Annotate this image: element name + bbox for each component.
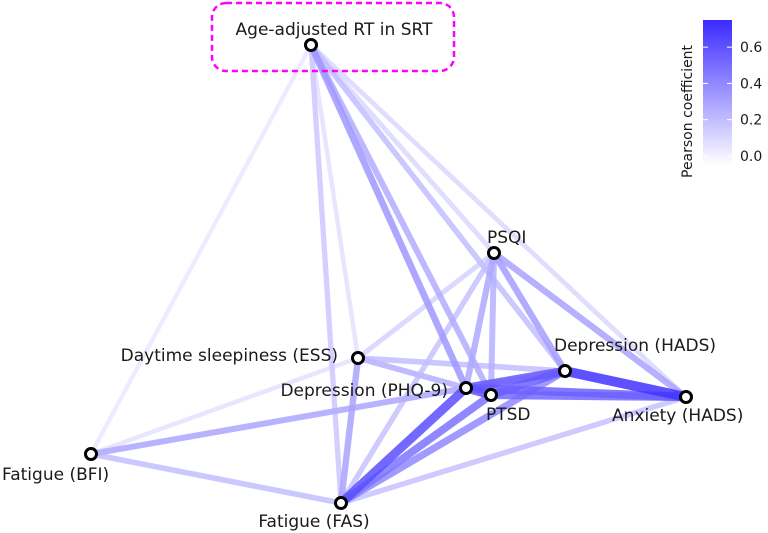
- node-dot-fas[interactable]: [334, 496, 348, 510]
- node-dot-ptsd[interactable]: [484, 388, 498, 402]
- node-label-srt: Age-adjusted RT in SRT: [236, 20, 434, 40]
- edges: [87, 41, 691, 508]
- node-bfi[interactable]: Fatigue (BFI): [2, 447, 109, 486]
- highlight-box: [210, 1, 456, 73]
- node-anx-hads[interactable]: Anxiety (HADS): [612, 390, 743, 427]
- edge-psqi-anx_hads: [490, 249, 690, 401]
- edge-srt-fas: [308, 42, 344, 506]
- edge-fas-anx_hads: [338, 394, 689, 506]
- nodes: Age-adjusted RT in SRT PSQI Daytime slee…: [2, 20, 743, 532]
- node-label-dep-hads: Depression (HADS): [554, 336, 716, 356]
- node-dot-bfi[interactable]: [84, 447, 98, 461]
- node-dot-phq9[interactable]: [459, 381, 473, 395]
- node-label-anx-hads: Anxiety (HADS): [612, 406, 743, 426]
- edge-bfi-phq9: [87, 384, 470, 458]
- edge-ess-phq9: [355, 355, 469, 391]
- edge-ess-bfi: [88, 355, 361, 457]
- node-dot-anx-hads[interactable]: [679, 390, 693, 404]
- edge-srt-ess: [308, 42, 361, 361]
- edge-srt-dep_hads: [308, 42, 568, 374]
- node-dot-srt[interactable]: [304, 38, 318, 52]
- node-label-psqi: PSQI: [487, 228, 526, 248]
- legend-tick-label: 0.2: [740, 113, 762, 129]
- legend-title: Pearson coefficient: [680, 44, 696, 178]
- legend-ticks: 0.6 0.4 0.2 0.0: [703, 40, 762, 165]
- edge-srt-anx_hads: [308, 42, 689, 400]
- edge-srt-phq9: [307, 41, 470, 392]
- legend-tick-label: 0.4: [740, 76, 762, 92]
- edge-psqi-fas: [338, 250, 497, 506]
- legend-tick-label: 0.0: [740, 149, 762, 165]
- edge-bfi-fas: [88, 451, 344, 506]
- node-dot-psqi[interactable]: [487, 246, 501, 260]
- legend-tick-label: 0.6: [740, 40, 762, 56]
- node-ptsd[interactable]: PTSD: [484, 388, 531, 426]
- node-ess[interactable]: Daytime sleepiness (ESS): [121, 346, 365, 366]
- node-srt[interactable]: Age-adjusted RT in SRT: [236, 20, 434, 52]
- edge-srt-bfi: [88, 42, 314, 457]
- edge-phq9-anx_hads: [461, 383, 691, 402]
- node-label-phq9: Depression (PHQ-9): [280, 381, 448, 401]
- edge-dep_hads-anx_hads: [560, 366, 691, 402]
- edge-phq9-dep_hads: [461, 366, 570, 393]
- node-psqi[interactable]: PSQI: [487, 228, 526, 260]
- node-phq9[interactable]: Depression (PHQ-9): [280, 381, 473, 401]
- edge-phq9-fas: [336, 383, 471, 508]
- edge-ess-dep_hads: [355, 355, 568, 374]
- edge-psqi-ptsd: [488, 250, 497, 398]
- node-dot-ess[interactable]: [351, 351, 365, 365]
- node-label-fas: Fatigue (FAS): [258, 512, 369, 532]
- edge-ess-fas: [337, 354, 362, 507]
- node-label-ptsd: PTSD: [486, 405, 531, 425]
- node-label-ess: Daytime sleepiness (ESS): [121, 346, 338, 366]
- color-legend: Pearson coefficient 0.6 0.4 0.2 0.0: [680, 20, 762, 178]
- node-fas[interactable]: Fatigue (FAS): [258, 496, 370, 533]
- edge-psqi-dep_hads: [490, 249, 569, 375]
- legend-color-bar: [703, 20, 732, 165]
- node-dot-dep-hads[interactable]: [558, 364, 572, 378]
- node-label-bfi: Fatigue (BFI): [2, 465, 109, 485]
- edge-psqi-phq9: [462, 249, 498, 392]
- node-dep-hads[interactable]: Depression (HADS): [554, 336, 716, 378]
